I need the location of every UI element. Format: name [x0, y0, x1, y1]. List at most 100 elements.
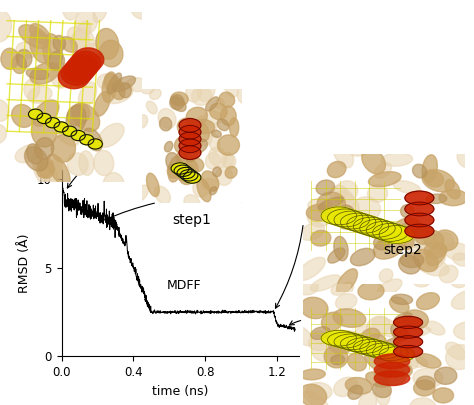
Ellipse shape: [94, 150, 114, 176]
Ellipse shape: [221, 153, 234, 167]
Ellipse shape: [328, 162, 346, 178]
Ellipse shape: [376, 368, 398, 382]
Ellipse shape: [179, 139, 201, 153]
Ellipse shape: [171, 97, 186, 111]
Ellipse shape: [374, 236, 390, 250]
Ellipse shape: [46, 158, 62, 189]
Ellipse shape: [400, 253, 424, 268]
Ellipse shape: [204, 111, 222, 124]
Ellipse shape: [12, 55, 27, 74]
Ellipse shape: [79, 151, 94, 175]
Ellipse shape: [449, 269, 467, 288]
Ellipse shape: [83, 128, 102, 151]
Ellipse shape: [76, 21, 91, 40]
Ellipse shape: [297, 280, 318, 295]
Ellipse shape: [29, 30, 51, 63]
Ellipse shape: [37, 113, 51, 124]
Ellipse shape: [373, 345, 408, 360]
Ellipse shape: [210, 187, 217, 195]
Ellipse shape: [198, 79, 215, 102]
Ellipse shape: [178, 165, 195, 185]
Ellipse shape: [347, 215, 383, 233]
Ellipse shape: [392, 217, 419, 239]
Ellipse shape: [434, 230, 458, 251]
Ellipse shape: [200, 132, 212, 145]
Ellipse shape: [290, 324, 314, 346]
Ellipse shape: [395, 222, 417, 238]
Ellipse shape: [426, 194, 447, 204]
Ellipse shape: [367, 334, 386, 348]
Ellipse shape: [98, 124, 124, 147]
Ellipse shape: [27, 144, 42, 164]
Ellipse shape: [188, 119, 209, 142]
Ellipse shape: [185, 118, 197, 141]
Ellipse shape: [24, 79, 40, 99]
Ellipse shape: [330, 185, 347, 200]
Ellipse shape: [352, 197, 381, 221]
Ellipse shape: [30, 63, 59, 84]
Ellipse shape: [240, 200, 252, 214]
Ellipse shape: [183, 172, 201, 183]
Ellipse shape: [224, 154, 236, 169]
Ellipse shape: [413, 368, 443, 388]
Ellipse shape: [396, 234, 423, 247]
Ellipse shape: [63, 126, 77, 136]
Ellipse shape: [67, 153, 88, 175]
Ellipse shape: [362, 148, 385, 174]
Ellipse shape: [210, 103, 227, 119]
Ellipse shape: [425, 171, 444, 187]
Ellipse shape: [174, 137, 191, 154]
Ellipse shape: [43, 34, 63, 70]
Ellipse shape: [105, 83, 133, 104]
Ellipse shape: [405, 239, 428, 260]
Ellipse shape: [51, 134, 75, 162]
Ellipse shape: [324, 346, 348, 368]
Ellipse shape: [299, 384, 327, 405]
Ellipse shape: [48, 51, 64, 70]
Ellipse shape: [374, 163, 392, 178]
Ellipse shape: [336, 294, 357, 310]
Ellipse shape: [328, 332, 363, 348]
Ellipse shape: [334, 377, 357, 396]
Ellipse shape: [393, 336, 423, 348]
Ellipse shape: [201, 171, 219, 191]
Ellipse shape: [394, 313, 412, 323]
Ellipse shape: [28, 109, 43, 119]
Ellipse shape: [334, 237, 348, 261]
Ellipse shape: [405, 224, 434, 238]
Ellipse shape: [168, 156, 182, 182]
Ellipse shape: [424, 230, 444, 249]
Ellipse shape: [405, 202, 434, 216]
Ellipse shape: [159, 117, 172, 131]
Ellipse shape: [67, 104, 90, 126]
Ellipse shape: [304, 391, 328, 405]
Ellipse shape: [391, 322, 407, 339]
Ellipse shape: [414, 249, 438, 272]
Ellipse shape: [333, 139, 354, 168]
Ellipse shape: [216, 167, 233, 185]
Ellipse shape: [360, 219, 395, 237]
Ellipse shape: [191, 87, 212, 105]
Ellipse shape: [25, 147, 48, 171]
Ellipse shape: [410, 398, 436, 405]
Ellipse shape: [67, 55, 98, 79]
Ellipse shape: [312, 340, 340, 362]
Ellipse shape: [94, 92, 110, 116]
Ellipse shape: [64, 58, 95, 82]
Ellipse shape: [297, 257, 325, 280]
Ellipse shape: [316, 180, 335, 195]
Ellipse shape: [221, 106, 236, 126]
Ellipse shape: [454, 322, 474, 340]
Ellipse shape: [79, 82, 97, 107]
Ellipse shape: [353, 339, 389, 355]
Ellipse shape: [184, 159, 196, 175]
Ellipse shape: [321, 312, 343, 331]
Ellipse shape: [336, 331, 362, 351]
Ellipse shape: [171, 92, 188, 106]
Ellipse shape: [80, 134, 94, 145]
Text: step2: step2: [383, 243, 422, 257]
Ellipse shape: [137, 115, 147, 128]
Ellipse shape: [413, 277, 429, 287]
Ellipse shape: [446, 342, 465, 360]
Ellipse shape: [412, 164, 427, 178]
